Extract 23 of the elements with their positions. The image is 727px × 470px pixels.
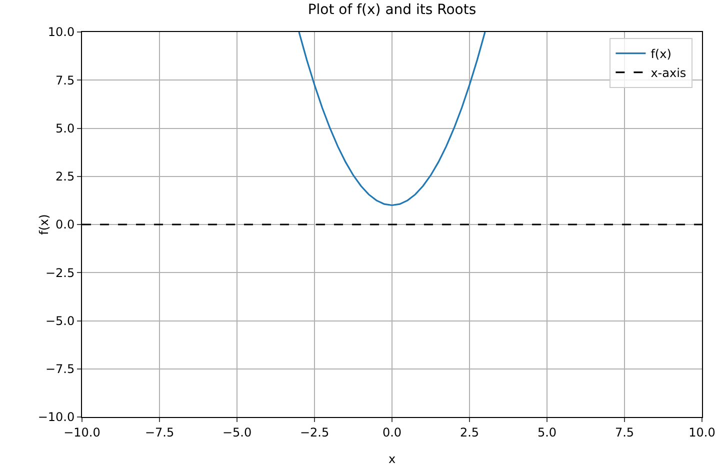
y-tick-label: 0.0 bbox=[56, 218, 75, 232]
x-tick-label: 0.0 bbox=[382, 425, 402, 440]
line-series bbox=[298, 32, 486, 206]
x-tick-label: −5.0 bbox=[222, 425, 252, 440]
y-axis-title: f(x) bbox=[37, 214, 51, 235]
x-tick-label: 7.5 bbox=[614, 425, 634, 440]
x-tick-label: −7.5 bbox=[144, 425, 174, 440]
y-tick-label: 2.5 bbox=[56, 170, 75, 184]
y-tick-label: −7.5 bbox=[45, 362, 75, 376]
x-tick-label: 5.0 bbox=[537, 425, 557, 440]
legend-label: f(x) bbox=[650, 46, 672, 61]
y-tick-label: −2.5 bbox=[45, 266, 75, 280]
y-tick-label: −5.0 bbox=[45, 314, 75, 328]
legend-label: x-axis bbox=[650, 66, 686, 80]
y-tick-label: 7.5 bbox=[56, 73, 75, 88]
y-tick-label: −10.0 bbox=[38, 410, 75, 424]
y-tick-label: 5.0 bbox=[56, 121, 75, 136]
y-tick-label: 10.0 bbox=[48, 25, 75, 40]
x-tick-label: 10.0 bbox=[688, 425, 716, 440]
x-axis-title: x bbox=[388, 452, 396, 466]
x-tick-label: −2.5 bbox=[300, 425, 330, 440]
x-tick-label: 2.5 bbox=[460, 425, 480, 440]
chart-title: Plot of f(x) and its Roots bbox=[308, 2, 476, 18]
